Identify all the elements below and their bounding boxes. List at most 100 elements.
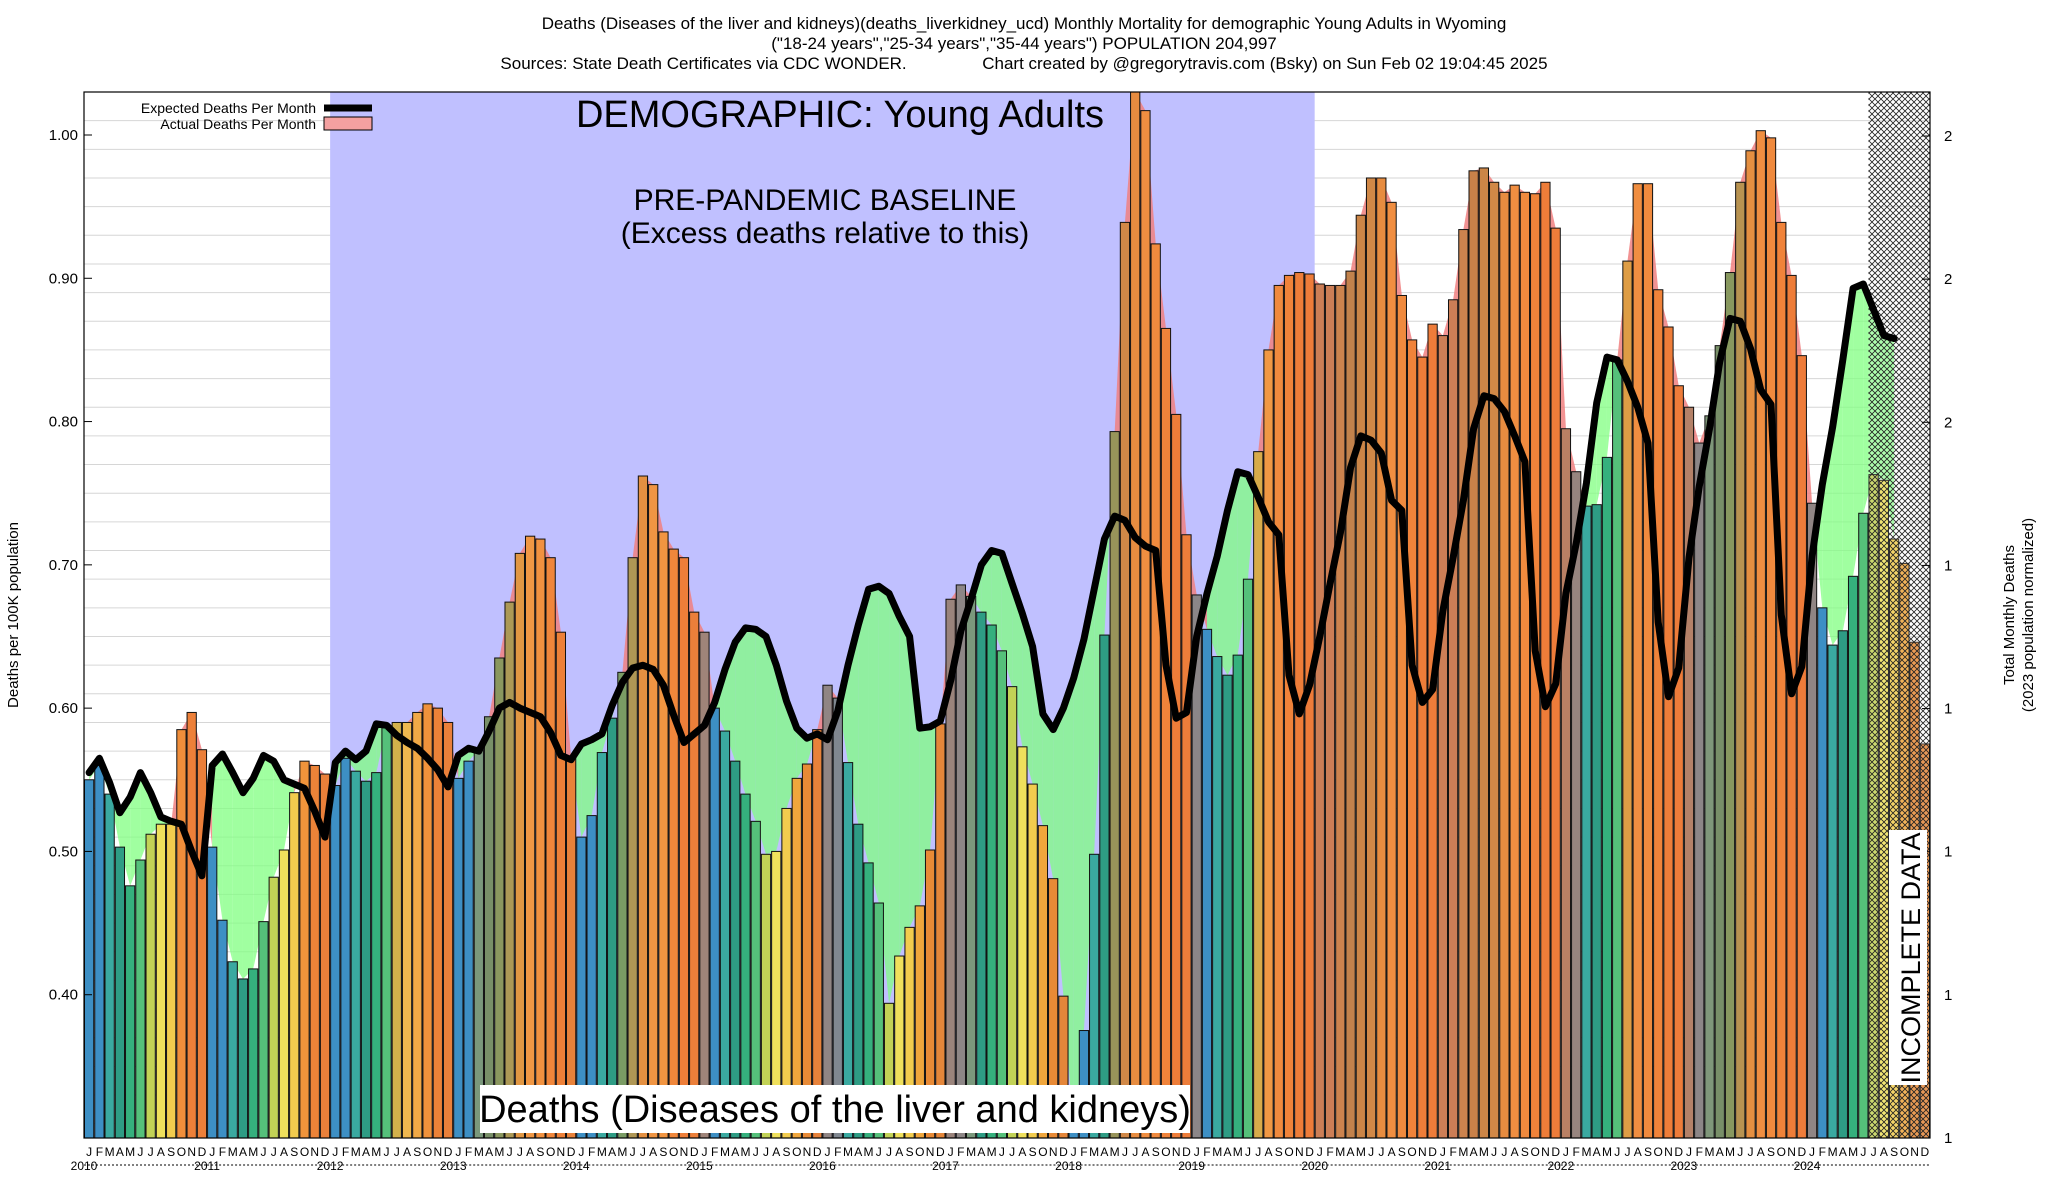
- data-bar: [145, 833, 156, 1138]
- x-month-label: J: [1132, 1145, 1138, 1159]
- data-bar: [1253, 451, 1264, 1138]
- data-bar: [1683, 406, 1695, 1138]
- x-month-label: A: [895, 1145, 903, 1159]
- y-tick-label: 1.00: [49, 127, 78, 144]
- data-bar: [709, 707, 720, 1138]
- x-month-label: A: [772, 1145, 780, 1159]
- x-year-label: 2011: [194, 1159, 220, 1173]
- data-bar: [1273, 284, 1284, 1138]
- y-tick-label: 0.90: [49, 270, 78, 287]
- data-bar: [196, 749, 208, 1138]
- x-month-label: A: [362, 1145, 370, 1159]
- deficit-area: [878, 586, 890, 1004]
- x-month-label: M: [720, 1145, 730, 1159]
- data-bar: [1694, 442, 1705, 1138]
- data-bar: [801, 763, 813, 1138]
- x-month-label: J: [1194, 1145, 1200, 1159]
- x-month-label: A: [608, 1145, 616, 1159]
- x-month-label: D: [1059, 1145, 1068, 1159]
- x-year-label: 2015: [686, 1159, 713, 1173]
- x-month-label: D: [1674, 1145, 1683, 1159]
- data-bar: [976, 611, 987, 1138]
- legend: Expected Deaths Per Month Actual Deaths …: [141, 100, 373, 132]
- x-month-label: J: [1563, 1145, 1569, 1159]
- data-bar: [1642, 183, 1654, 1138]
- deficit-area: [222, 753, 233, 962]
- data-bar: [1304, 273, 1315, 1138]
- data-bar: [781, 807, 792, 1138]
- x-month-label: S: [1890, 1145, 1898, 1159]
- x-month-label: A: [649, 1145, 657, 1159]
- data-bar: [1591, 504, 1602, 1138]
- x-month-label: S: [1644, 1145, 1652, 1159]
- x-month-label: J: [763, 1145, 769, 1159]
- x-month-label: J: [271, 1145, 277, 1159]
- data-bar: [1089, 853, 1100, 1138]
- x-month-label: F: [1573, 1145, 1580, 1159]
- x-year-label: 2018: [1055, 1159, 1082, 1173]
- data-bar: [340, 757, 351, 1138]
- deficit-area: [119, 796, 131, 886]
- x-month-label: S: [1398, 1145, 1406, 1159]
- data-bar: [1283, 274, 1295, 1138]
- right-tick-label: 2: [1944, 128, 1952, 145]
- data-bar: [1078, 1030, 1090, 1138]
- x-month-label: J: [384, 1145, 390, 1159]
- deficit-area: [1022, 613, 1033, 785]
- x-month-label: J: [1501, 1145, 1507, 1159]
- x-month-label: J: [1686, 1145, 1692, 1159]
- data-bar: [904, 926, 915, 1138]
- data-bar: [494, 657, 505, 1138]
- x-month-label: M: [1110, 1145, 1120, 1159]
- demographic-annotation: DEMOGRAPHIC: Young Adults: [576, 94, 1104, 136]
- x-month-label: A: [1223, 1145, 1231, 1159]
- data-bar: [483, 716, 495, 1138]
- x-month-label: F: [96, 1145, 103, 1159]
- data-bar: [319, 773, 331, 1138]
- x-month-label: D: [198, 1145, 207, 1159]
- data-bar: [1417, 356, 1428, 1138]
- data-bar: [227, 961, 238, 1138]
- x-month-label: A: [1141, 1145, 1149, 1159]
- x-month-label: A: [1100, 1145, 1108, 1159]
- x-month-label: J: [209, 1145, 215, 1159]
- data-bar: [965, 595, 977, 1138]
- y-tick-label: 0.40: [49, 987, 78, 1004]
- data-bar: [1776, 221, 1787, 1138]
- chart-titles: Deaths (Diseases of the liver and kidney…: [0, 14, 2048, 74]
- x-month-label: A: [1634, 1145, 1642, 1159]
- data-bar: [853, 823, 864, 1138]
- x-month-label: J: [1255, 1145, 1261, 1159]
- x-month-label: O: [1654, 1145, 1663, 1159]
- data-bar: [1099, 634, 1110, 1138]
- data-bar: [1345, 270, 1356, 1138]
- data-bar: [719, 730, 731, 1138]
- data-bar: [894, 955, 905, 1138]
- deficit-area: [1012, 583, 1023, 747]
- x-month-label: N: [680, 1145, 689, 1159]
- x-month-label: A: [1757, 1145, 1765, 1159]
- x-month-label: N: [1418, 1145, 1427, 1159]
- data-bar: [545, 557, 556, 1138]
- x-month-label: O: [915, 1145, 924, 1159]
- deficit-area: [273, 761, 284, 878]
- x-month-label: J: [507, 1145, 513, 1159]
- data-bar: [1171, 413, 1182, 1138]
- data-bar: [566, 757, 577, 1138]
- data-bar: [401, 721, 413, 1138]
- x-month-label: A: [1593, 1145, 1601, 1159]
- actual-death-bars: [84, 92, 1930, 1138]
- data-bar: [1150, 243, 1161, 1138]
- x-month-label: S: [1152, 1145, 1160, 1159]
- data-bar: [955, 584, 966, 1138]
- x-month-label: M: [1335, 1145, 1345, 1159]
- data-bar: [873, 902, 884, 1138]
- x-month-label: J: [1071, 1145, 1077, 1159]
- data-bar: [596, 752, 608, 1138]
- data-bar: [463, 760, 474, 1138]
- data-bar: [1601, 456, 1613, 1138]
- x-month-label: M: [597, 1145, 607, 1159]
- deficit-area: [1094, 539, 1105, 855]
- incomplete-label-background: [1889, 830, 1927, 1085]
